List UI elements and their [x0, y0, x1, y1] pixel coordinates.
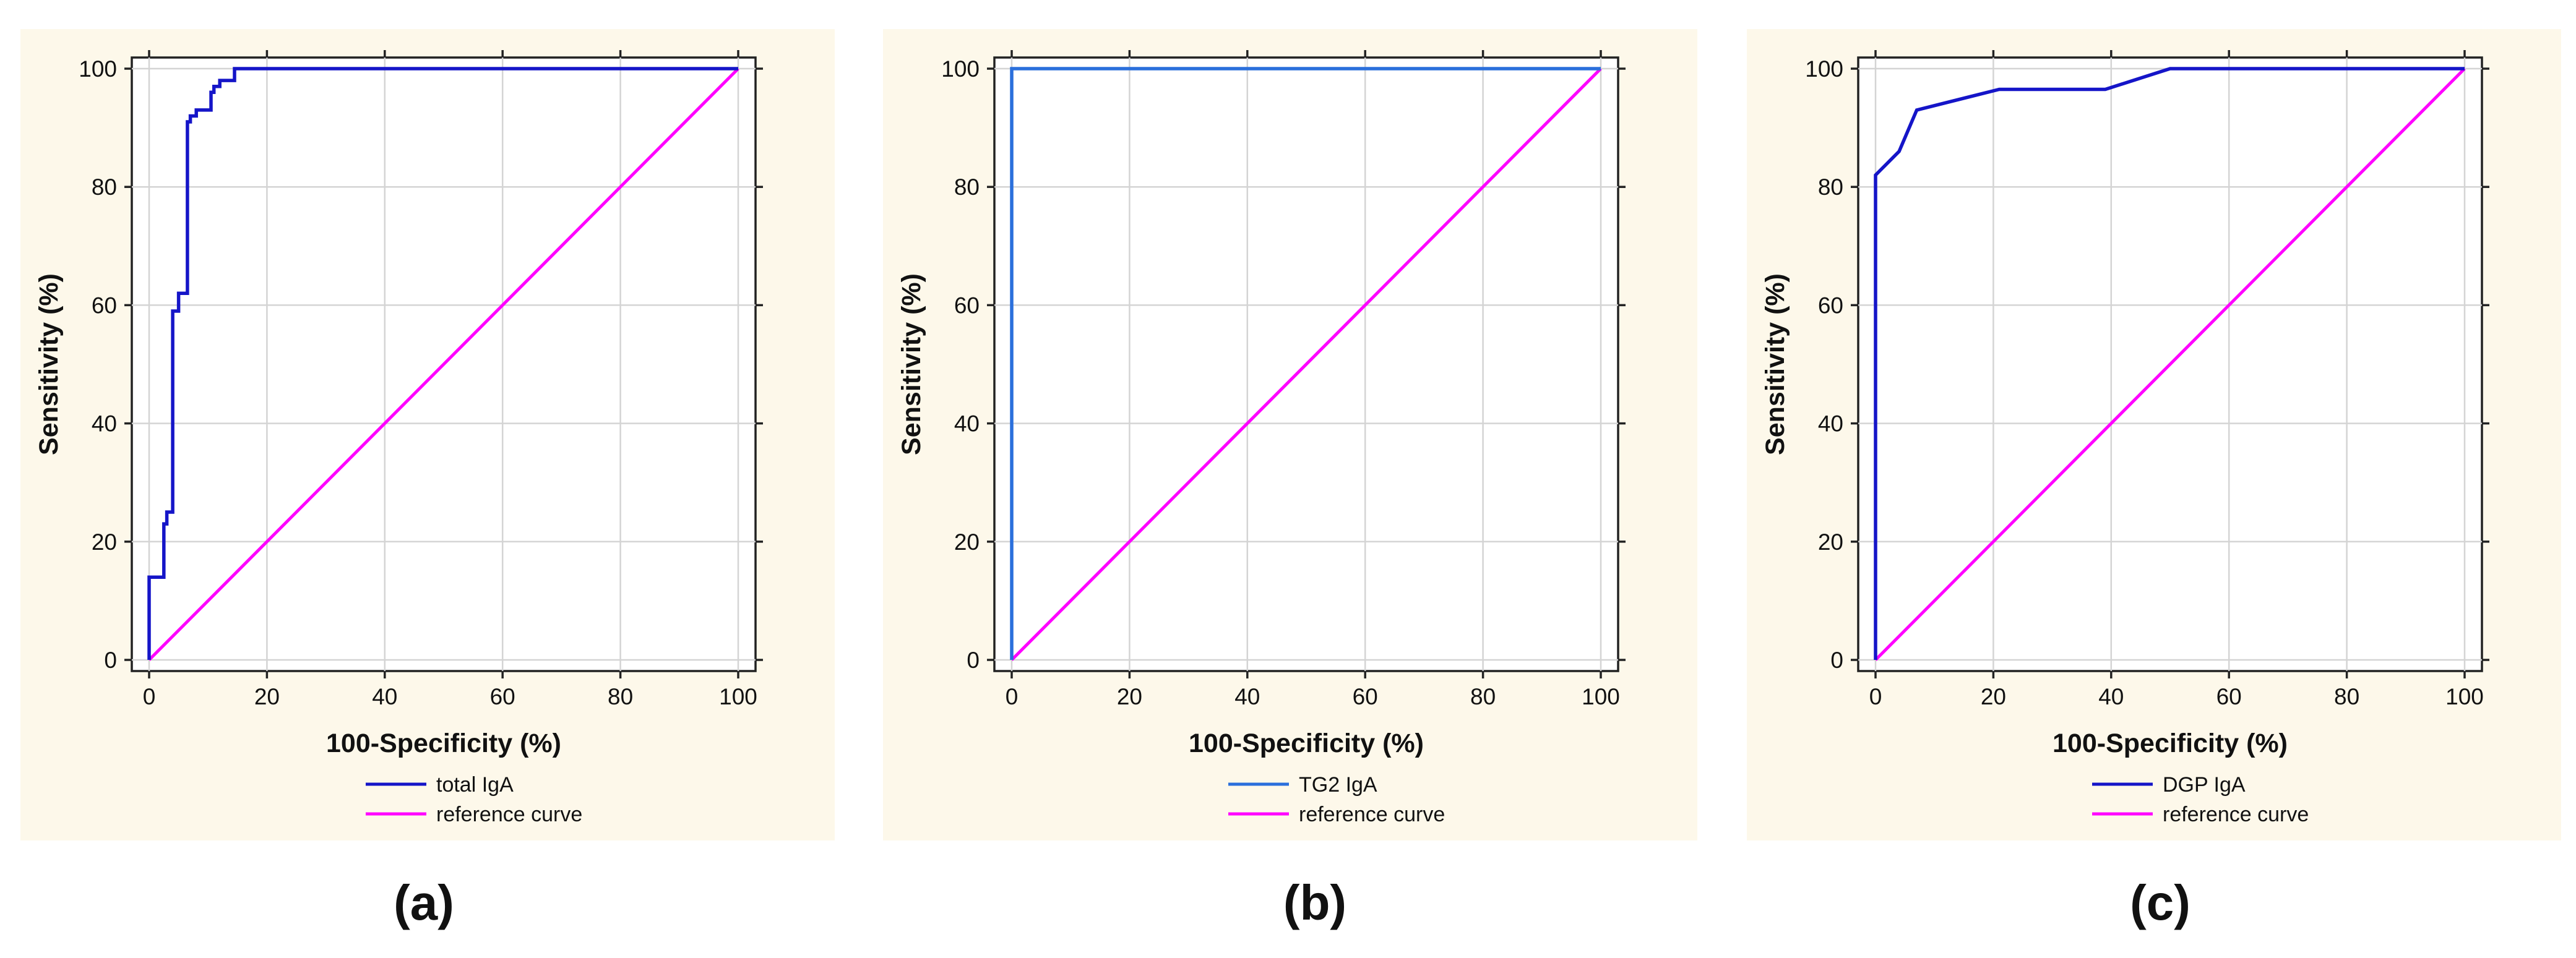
y-tick-label: 20: [954, 529, 980, 555]
x-axis-label: 100-Specificity (%): [2053, 729, 2288, 758]
reference-curve-line: [148, 67, 739, 661]
y-tick-label: 60: [1818, 293, 1843, 318]
y-tick-label: 80: [1818, 174, 1843, 200]
y-axis-label: Sensitivity (%): [897, 273, 926, 455]
y-tick-label: 80: [92, 174, 117, 200]
legend-entry-reference: reference curve: [2092, 803, 2309, 826]
legend-label: DGP IgA: [2163, 773, 2246, 797]
y-tick-label: 60: [92, 293, 117, 318]
x-tick-label: 80: [2334, 684, 2359, 709]
y-tick-label: 40: [954, 411, 980, 437]
x-axis-label: 100-Specificity (%): [326, 729, 561, 758]
x-tick-label: 100: [1582, 684, 1620, 709]
x-axis-label: 100-Specificity (%): [1189, 729, 1424, 758]
roc-curve-line: [1010, 67, 1601, 660]
y-tick-label: 0: [104, 648, 117, 673]
x-tick-label: 20: [1981, 684, 2006, 709]
x-tick-label: 60: [490, 684, 515, 709]
plot-area: [993, 56, 1619, 672]
panel-caption-c: (c): [2130, 875, 2190, 930]
x-tick-label: 80: [1470, 684, 1496, 709]
x-tick-label: 100: [719, 684, 757, 709]
chart-panel-b: 0 20 40 60 80 100 0 20 40 60 80 100 100-Specificity …: [883, 29, 1697, 840]
y-tick-label: 20: [1818, 529, 1843, 555]
x-tick-label: 100: [2445, 684, 2484, 709]
legend-label: reference curve: [2163, 803, 2309, 826]
y-tick-label: 0: [967, 648, 980, 673]
reference-curve-line: [1874, 67, 2466, 661]
x-tick-label: 40: [372, 684, 397, 709]
y-tick-label: 40: [1818, 411, 1843, 437]
legend-entry-roc: TG2 IgA: [1228, 773, 1377, 797]
x-tick-label: 60: [2216, 684, 2242, 709]
y-tick-label: 80: [954, 174, 980, 200]
y-tick-label: 60: [954, 293, 980, 318]
y-tick-label: 0: [1830, 648, 1843, 673]
y-axis-label: Sensitivity (%): [1760, 273, 1790, 455]
y-tick-label: 20: [92, 529, 117, 555]
y-tick-label: 40: [92, 411, 117, 437]
reference-curve-line: [1010, 67, 1602, 661]
chart-panel-a: 0 20 40 60 80 100 0 20 40 60 80 100 100-Specificity …: [20, 29, 835, 840]
y-tick-label: 100: [941, 56, 980, 82]
x-tick-label: 0: [1869, 684, 1882, 709]
x-tick-label: 40: [1234, 684, 1260, 709]
legend-entry-reference: reference curve: [1228, 803, 1445, 826]
x-tick-label: 40: [2098, 684, 2124, 709]
x-tick-label: 20: [254, 684, 280, 709]
roc-curve-line: [1874, 67, 2465, 660]
y-axis-label: Sensitivity (%): [34, 273, 64, 455]
legend-entry-roc: DGP IgA: [2092, 773, 2246, 797]
y-tick-label: 100: [79, 56, 117, 82]
legend-entry-reference: reference curve: [366, 803, 582, 826]
legend-label: reference curve: [1299, 803, 1445, 826]
x-tick-label: 80: [608, 684, 633, 709]
chart-panel-c: 0 20 40 60 80 100 0 20 40 60 80 100 100-Specificity …: [1747, 29, 2561, 840]
panel-caption-b: (b): [1283, 875, 1346, 930]
y-tick-label: 100: [1805, 56, 1843, 82]
legend-label: total IgA: [436, 773, 514, 797]
x-tick-label: 60: [1353, 684, 1378, 709]
x-tick-label: 0: [1006, 684, 1019, 709]
x-tick-label: 0: [143, 684, 156, 709]
legend-entry-roc: total IgA: [366, 773, 514, 797]
roc-curve-line: [147, 67, 738, 660]
legend-label: reference curve: [436, 803, 582, 826]
x-tick-label: 20: [1117, 684, 1142, 709]
panel-caption-a: (a): [394, 875, 454, 930]
legend-label: TG2 IgA: [1299, 773, 1377, 797]
